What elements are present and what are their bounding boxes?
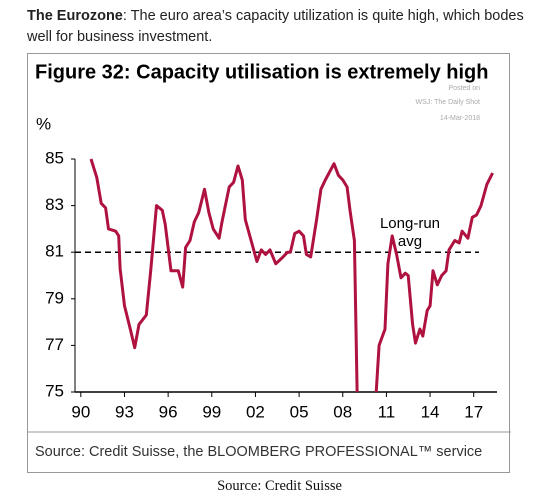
x-tick-label: 08 [333,402,352,421]
chart-title: Figure 32: Capacity utilisation is extre… [35,61,488,83]
reference-label: Long-run [380,215,440,232]
x-tick-label: 02 [246,402,265,421]
intro-bold: The Eurozone [27,8,123,24]
watermark: WSJ: The Daily Shot [416,99,481,106]
y-tick-label: 81 [45,242,64,261]
x-tick-label: 96 [159,402,178,421]
y-tick-label: 83 [45,195,64,214]
intro: The Eurozone: The euro area’s capacity u… [27,6,527,48]
chart-frame [27,53,510,473]
caption: Source: Credit Suisse [217,478,342,494]
intro-text: : The euro area’s capacity utilization i… [27,8,524,45]
reference-label: avg [398,233,422,250]
data-line [89,158,494,392]
y-tick-label: 85 [45,148,64,167]
x-tick-label: 17 [464,402,483,421]
y-tick-label: 77 [45,335,64,354]
x-tick-label: 90 [71,402,90,421]
watermark: Posted on [448,85,480,92]
x-tick-label: 11 [378,402,396,421]
y-axis-label: % [36,114,51,133]
watermark: 14-Mar-2018 [440,115,480,122]
chart: Figure 32: Capacity utilisation is extre… [27,53,511,473]
y-tick-label: 79 [45,288,64,307]
x-tick-label: 99 [202,402,221,421]
x-tick-label: 14 [421,402,440,421]
source: Source: Credit Suisse, the BLOOMBERG PRO… [35,444,482,460]
x-tick-label: 93 [115,402,134,421]
x-tick-label: 05 [290,402,309,421]
y-tick-label: 75 [45,381,64,400]
